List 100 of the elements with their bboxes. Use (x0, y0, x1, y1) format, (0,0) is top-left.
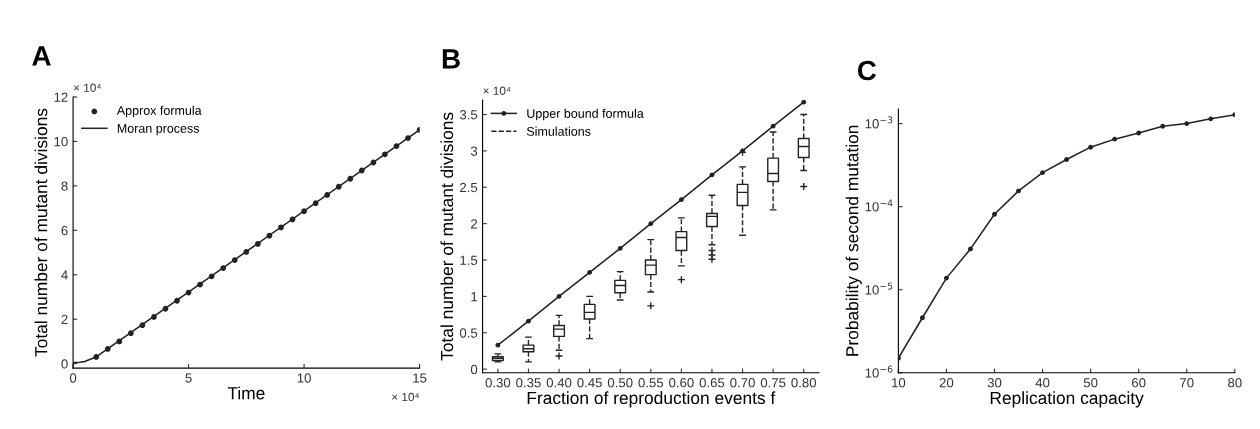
point (968, 246, 973, 252)
point (301, 208, 307, 215)
y-tick-label: 10$^{−6}$ (865, 365, 893, 378)
text: × 10⁴ (483, 86, 511, 95)
x-tick-label: 0.70 (730, 378, 755, 388)
text: × 10⁴ (392, 392, 419, 402)
point (266, 232, 273, 239)
point (208, 273, 215, 280)
point (335, 183, 342, 190)
point (944, 275, 949, 281)
point (254, 240, 261, 247)
point (324, 192, 331, 198)
legend-label: Simulations (526, 126, 591, 136)
x-tick-label: 70 (1180, 378, 1194, 388)
x-tick-label: 10 (297, 373, 311, 383)
x-axis-title: Replication capacity (990, 391, 1144, 408)
y-axis-title: Probability of second mutation (845, 125, 862, 356)
x-tick-label: 0.80 (791, 378, 817, 388)
y-tick-label: 10$^{−3}$ (865, 116, 893, 129)
point (231, 257, 238, 263)
legend-label: Upper bound formula (527, 108, 644, 121)
point (1040, 170, 1045, 176)
point (127, 330, 134, 337)
x-tick-label: 0.75 (760, 378, 786, 388)
x-tick-label: 0.60 (669, 378, 694, 388)
x-tick-label: 15 (413, 373, 427, 383)
point (358, 167, 365, 174)
y-tick-label: 3 (470, 146, 478, 156)
point (382, 151, 388, 158)
y-axis-title: Total number of mutant divisions (34, 108, 48, 357)
y-tick-label: 8 (61, 181, 68, 191)
chart-title: A (32, 46, 51, 66)
x-tick-label: 0.35 (516, 378, 541, 388)
x-tick-label: 0 (69, 373, 77, 383)
point (312, 200, 319, 207)
x-tick-label: 50 (1083, 378, 1098, 388)
point (709, 172, 715, 178)
point (289, 216, 296, 223)
x-axis-title: Time (227, 386, 265, 400)
chart-title: C (857, 60, 877, 81)
point (243, 248, 250, 255)
y-axis-title: Total number of mutant divisions (440, 112, 454, 361)
x-tick-label: 20 (939, 378, 954, 388)
point (556, 293, 562, 299)
point (393, 143, 400, 149)
y-tick-label: 10$^{−5}$ (865, 282, 893, 295)
point (1064, 157, 1070, 162)
point (919, 315, 925, 321)
y-tick-label: 1 (471, 292, 478, 302)
point (1112, 136, 1118, 142)
point (526, 318, 531, 324)
x-tick-label: 0.50 (607, 378, 633, 388)
legend-label: Moran process (117, 124, 200, 136)
point (801, 99, 807, 105)
point (678, 197, 684, 203)
x-tick-label: 40 (1035, 378, 1050, 388)
point (587, 269, 593, 275)
y-tick-label: 3.5 (459, 110, 478, 120)
point (1160, 123, 1166, 129)
point (116, 338, 123, 345)
y-tick-label: 2.5 (460, 182, 478, 193)
y-tick-label: 10$^{−4}$ (865, 199, 893, 212)
y-tick-label: 1.5 (460, 255, 478, 265)
point (139, 322, 146, 329)
point (770, 123, 776, 129)
point (151, 314, 157, 320)
x-axis-title: Fraction of reproduction events f (527, 391, 776, 408)
y-tick-label: 10 (54, 136, 68, 147)
point (162, 305, 169, 312)
point (1208, 116, 1214, 122)
y-tick-label: 12 (54, 92, 68, 102)
x-tick-label: 10 (892, 378, 906, 388)
x-tick-label: 0.30 (485, 378, 511, 388)
point (278, 224, 284, 231)
x-tick-label: 0.65 (699, 378, 725, 388)
point (1016, 188, 1021, 194)
y-tick-label: 2 (61, 314, 68, 324)
point (405, 135, 411, 141)
point (370, 159, 377, 166)
point (220, 265, 227, 271)
x-tick-label: 60 (1132, 378, 1146, 388)
y-tick-label: 6 (61, 225, 68, 236)
point (495, 342, 501, 348)
x-tick-label: 30 (987, 378, 1002, 388)
y-tick-label: 4 (61, 270, 68, 280)
point (1088, 144, 1094, 150)
y-tick-label: 0.5 (459, 328, 478, 338)
point (197, 281, 204, 288)
y-tick-label: 0 (470, 364, 478, 375)
x-tick-label: 5 (185, 373, 192, 383)
point (174, 297, 180, 304)
point (93, 354, 100, 360)
text: × 10⁴ (73, 83, 101, 92)
point (992, 211, 997, 217)
point (104, 346, 111, 352)
point (185, 289, 192, 296)
point (1184, 121, 1190, 127)
chart-title: B (442, 49, 460, 69)
point (648, 221, 654, 227)
point (1136, 130, 1142, 136)
